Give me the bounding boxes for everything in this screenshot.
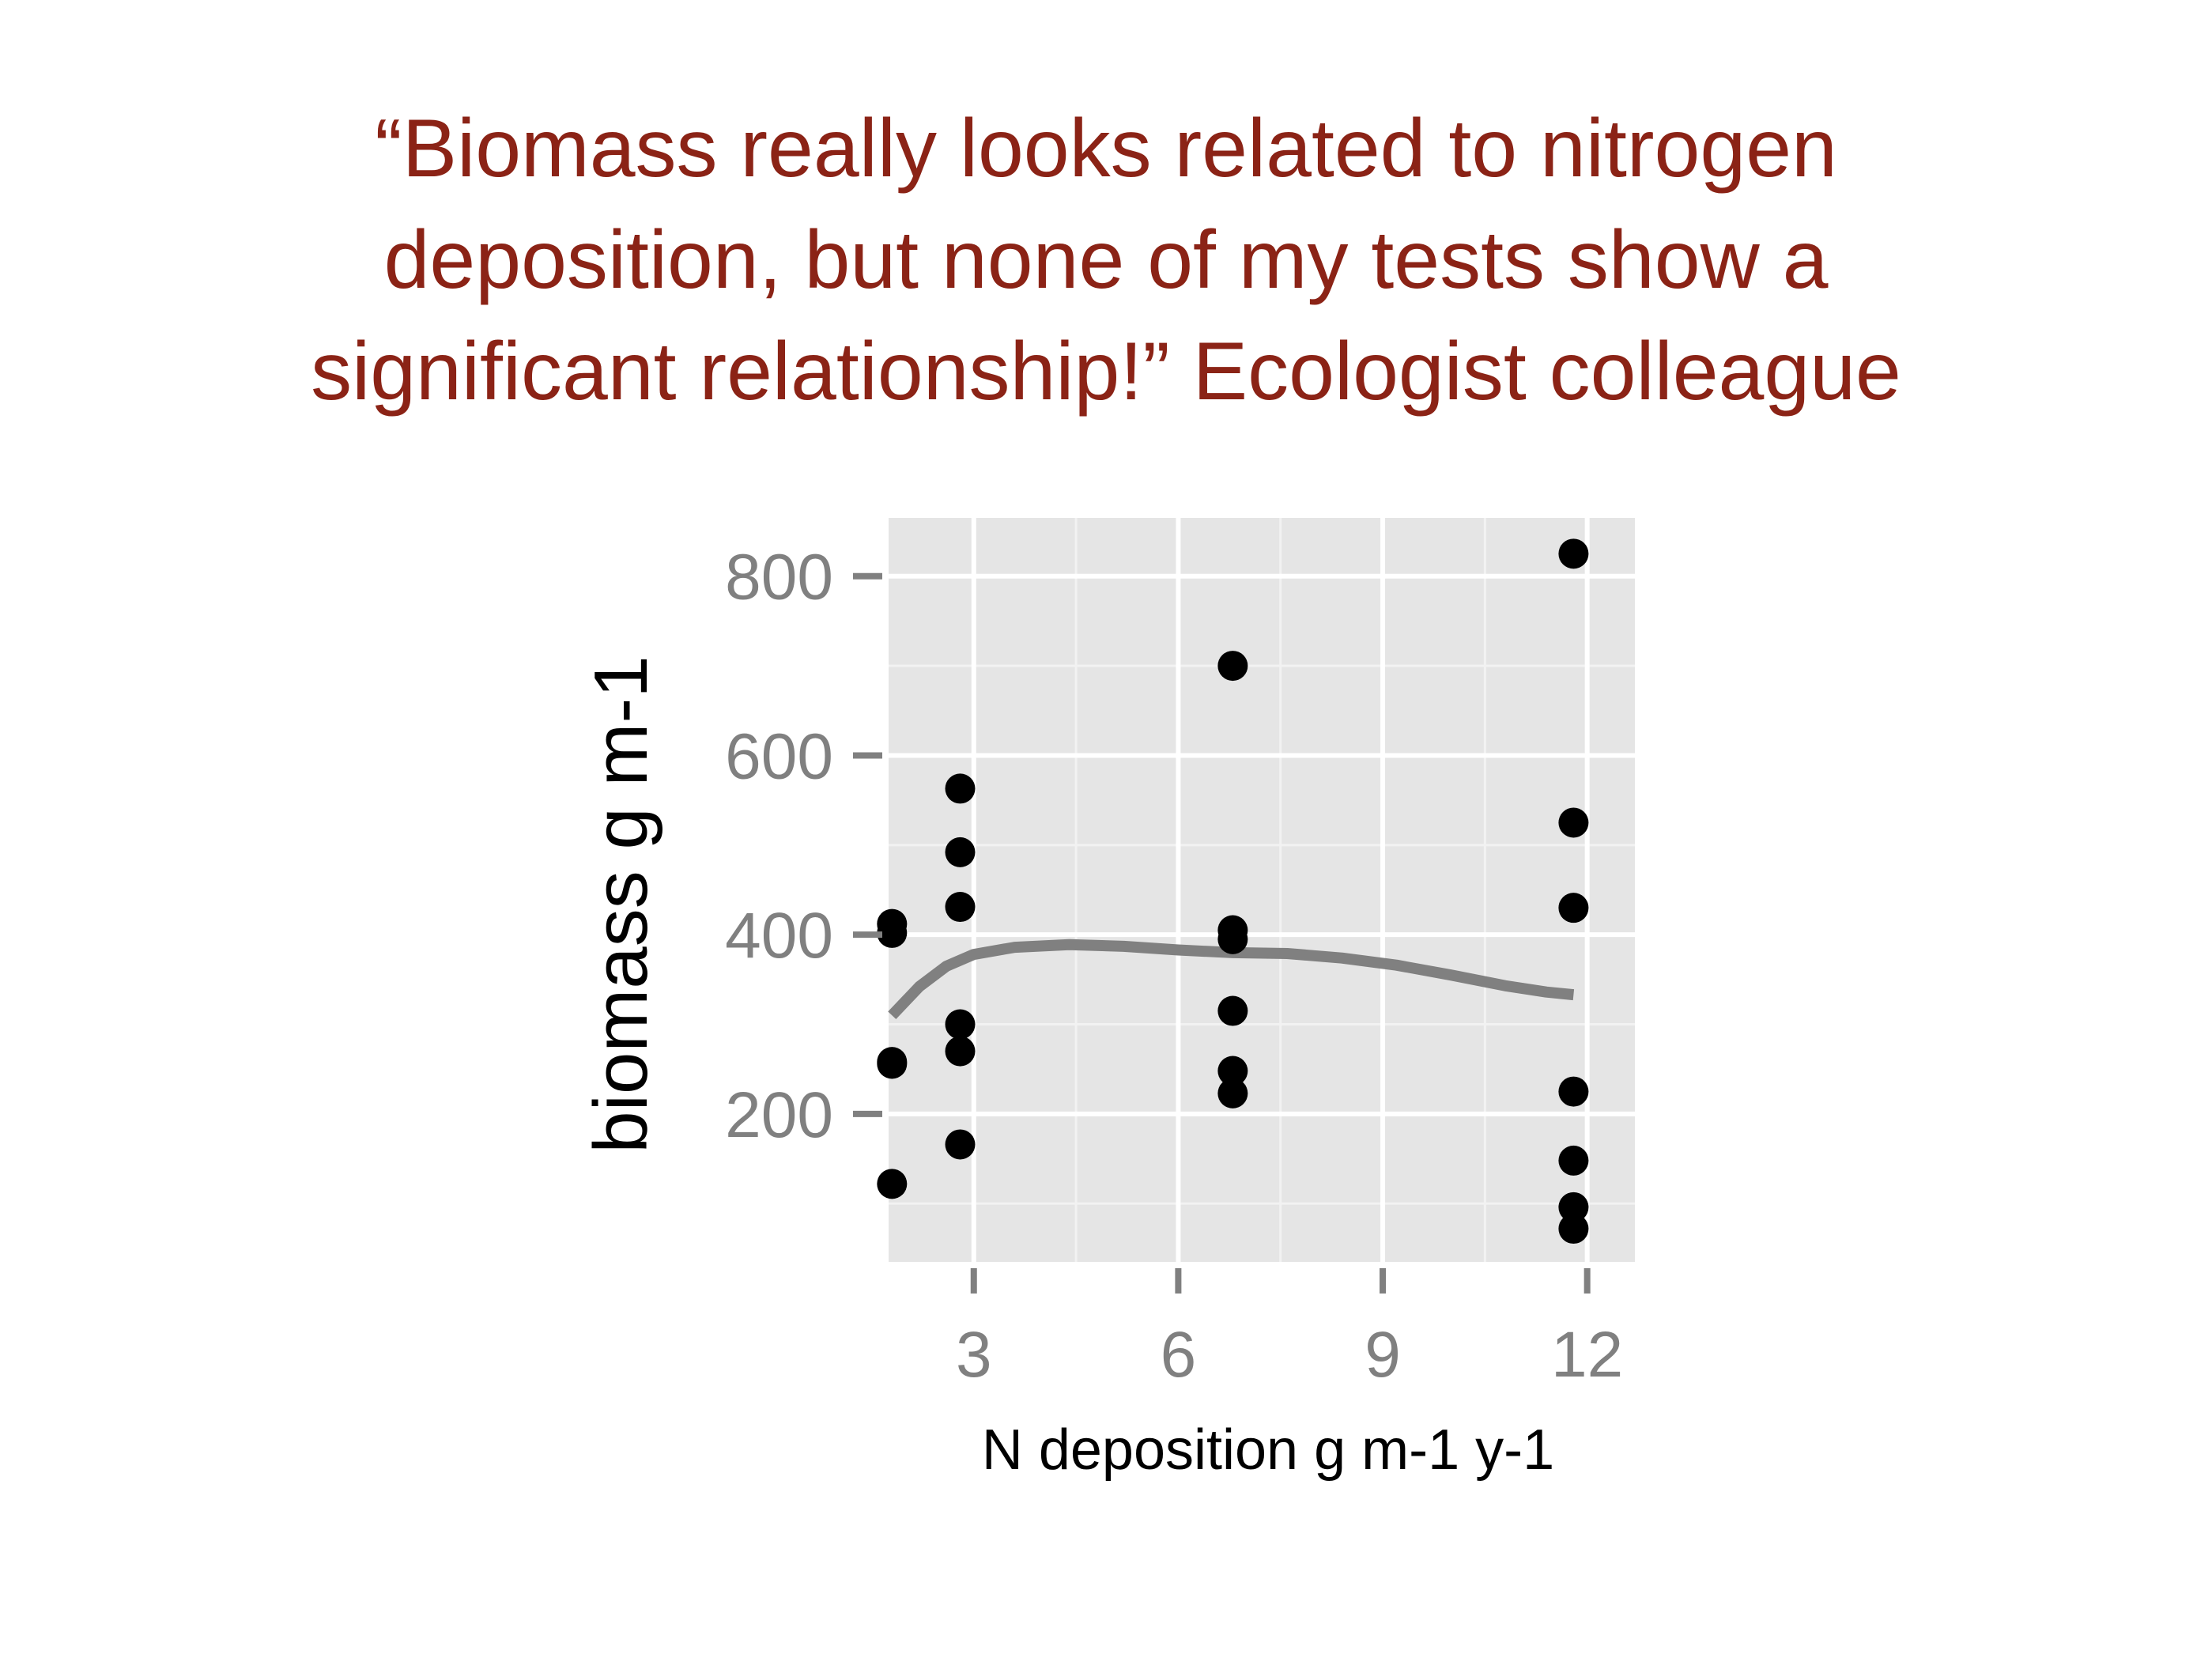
- panel-background: [889, 518, 1635, 1262]
- y-axis-title: biomass g m-1: [579, 655, 663, 1154]
- slide-title: “Biomass really looks related to nitroge…: [0, 93, 2212, 428]
- x-axis-title: N deposition g m-1 y-1: [982, 1418, 1554, 1482]
- axes: 3 6 9 12 200 400 600 800: [725, 542, 1623, 1391]
- data-point: [945, 1036, 976, 1067]
- y-tick-label: 200: [725, 1079, 833, 1151]
- smooth-layer: [888, 939, 1575, 1020]
- data-point: [1558, 1076, 1589, 1107]
- data-point: [1217, 995, 1248, 1026]
- slide-title-line: significant relationship!” Ecologist col…: [311, 326, 1901, 417]
- slide-title-line: deposition, but none of my tests show a: [383, 214, 1829, 306]
- data-point: [877, 1048, 908, 1079]
- x-tick-label: 3: [956, 1319, 992, 1391]
- x-tick-label: 12: [1551, 1319, 1623, 1391]
- data-point: [1217, 1078, 1248, 1108]
- y-tick-label: 800: [725, 542, 833, 614]
- data-point: [1558, 538, 1589, 569]
- y-tick-label: 600: [725, 720, 833, 792]
- data-point: [1558, 807, 1589, 838]
- data-point: [945, 1129, 976, 1160]
- data-point: [1558, 1192, 1589, 1222]
- data-point: [1558, 1214, 1589, 1244]
- data-point: [945, 773, 976, 804]
- data-points: [877, 538, 1589, 1244]
- slide-title-line: “Biomass really looks related to nitroge…: [375, 103, 1837, 195]
- data-point: [1558, 1145, 1589, 1176]
- data-point: [1217, 1056, 1248, 1086]
- data-point: [945, 892, 976, 923]
- data-point: [945, 837, 976, 867]
- grid-lines: [889, 518, 1635, 1262]
- y-tick-label: 400: [725, 900, 833, 972]
- plot-panel: [889, 518, 1635, 1262]
- smooth-line: [888, 939, 1575, 1020]
- data-point: [945, 1009, 976, 1040]
- x-tick-label: 6: [1161, 1319, 1197, 1391]
- data-point: [1217, 923, 1248, 954]
- data-point: [1558, 893, 1589, 923]
- data-point: [1217, 651, 1248, 682]
- x-tick-label: 9: [1365, 1319, 1401, 1391]
- data-point: [877, 917, 908, 948]
- data-point: [877, 1169, 908, 1199]
